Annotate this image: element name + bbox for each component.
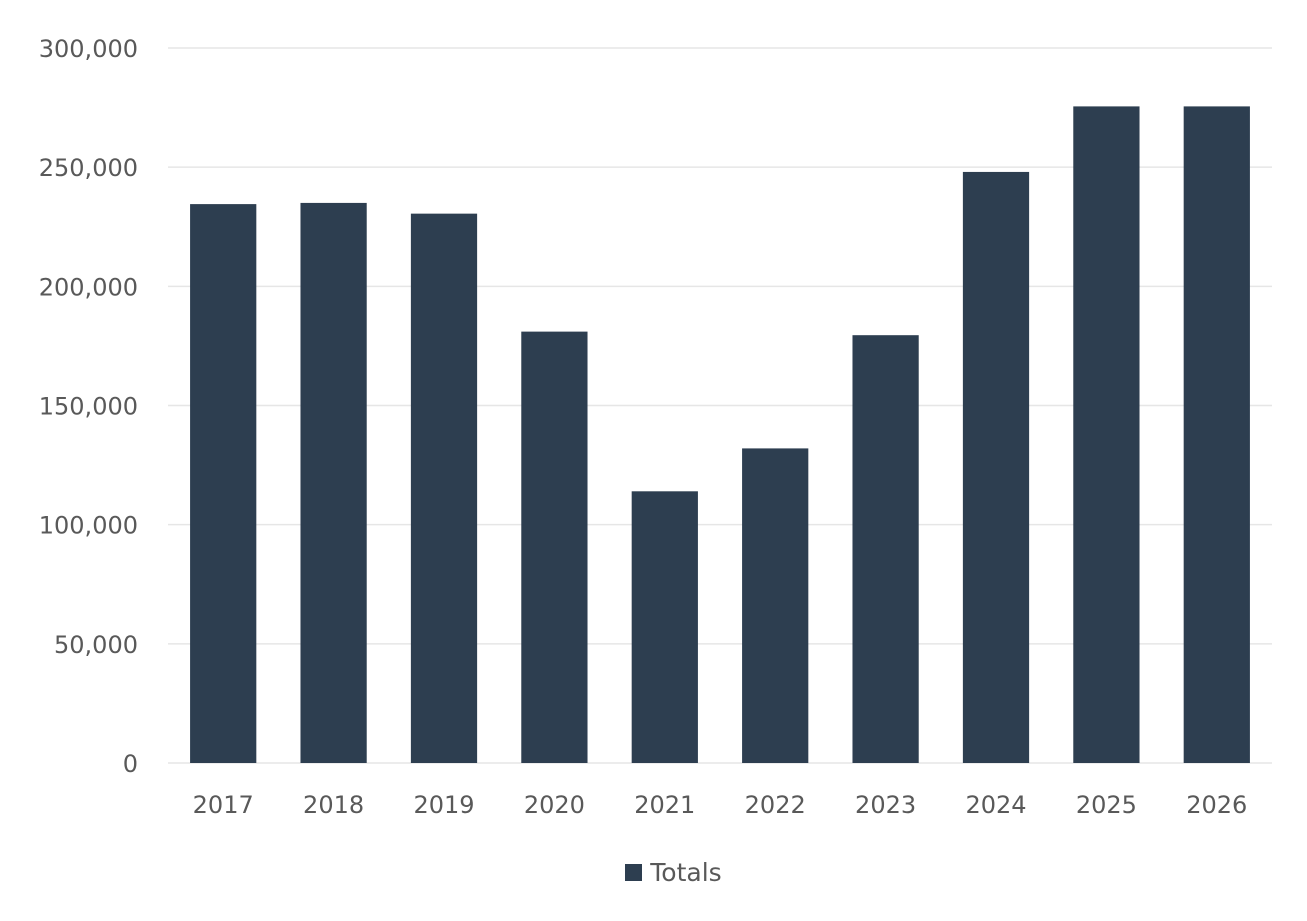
x-tick-label: 2026 — [1186, 791, 1247, 819]
y-tick-label: 100,000 — [39, 512, 138, 540]
bar-2023 — [852, 335, 919, 763]
y-tick-label: 300,000 — [39, 35, 138, 63]
x-tick-label: 2022 — [745, 791, 806, 819]
x-tick-label: 2019 — [413, 791, 474, 819]
bars — [190, 106, 1250, 764]
x-tick-label: 2020 — [524, 791, 585, 819]
legend-label: Totals — [650, 858, 722, 887]
y-axis-ticks: 0 50,000 100,000 150,000 200,000 250,000 300,0… — [39, 35, 138, 778]
y-tick-label: 0 — [123, 750, 138, 778]
x-tick-label: 2024 — [965, 791, 1026, 819]
bar-2021 — [631, 491, 698, 763]
x-tick-label: 2025 — [1076, 791, 1137, 819]
y-tick-label: 200,000 — [39, 273, 138, 301]
bar-2019 — [410, 213, 478, 763]
bar-2026 — [1183, 106, 1250, 764]
bar-2024 — [962, 171, 1030, 763]
x-axis-ticks: 2017 2018 2019 2020 2021 2022 2023 2024 2025 2026 — [193, 791, 1248, 819]
legend-item-totals: Totals — [625, 858, 722, 887]
y-tick-label: 250,000 — [39, 154, 138, 182]
legend-swatch — [625, 864, 643, 881]
bar-2020 — [521, 331, 588, 763]
bar-2018 — [300, 202, 367, 763]
y-tick-label: 50,000 — [54, 631, 138, 659]
y-tick-label: 150,000 — [39, 393, 138, 421]
x-tick-label: 2017 — [193, 791, 254, 819]
bar-2017 — [190, 204, 257, 763]
x-tick-label: 2023 — [855, 791, 916, 819]
legend: Totals — [0, 858, 1307, 887]
x-tick-label: 2021 — [634, 791, 695, 819]
bar-2022 — [742, 448, 809, 763]
x-tick-label: 2018 — [303, 791, 364, 819]
bar-2025 — [1073, 106, 1140, 764]
